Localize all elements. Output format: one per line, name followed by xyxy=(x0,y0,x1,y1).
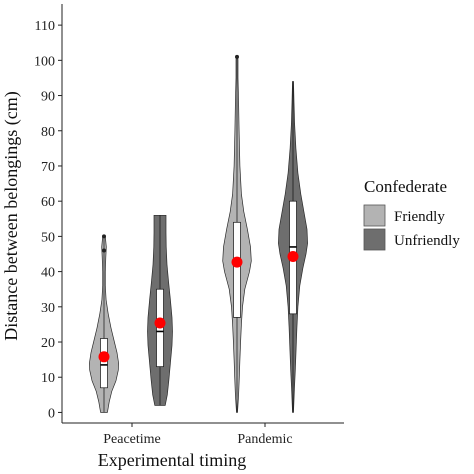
outlier-friendly-pandemic-0 xyxy=(235,54,239,59)
mean-point-unfriendly-peacetime xyxy=(154,317,166,329)
y-tick-label-50: 50 xyxy=(41,230,55,245)
y-tick-label-90: 90 xyxy=(41,90,55,105)
y-tick-label-70: 70 xyxy=(41,160,55,175)
plot-area xyxy=(89,54,308,413)
y-tick-label-10: 10 xyxy=(41,371,55,386)
y-tick-label-40: 40 xyxy=(41,266,55,281)
y-tick-label-110: 110 xyxy=(35,19,55,34)
legend-key-friendly xyxy=(363,204,386,227)
mean-point-unfriendly-pandemic xyxy=(287,250,299,262)
box-friendly-peacetime xyxy=(100,338,108,389)
legend-title: Confederate xyxy=(364,177,447,196)
x-tick-label-peacetime: Peacetime xyxy=(103,432,161,447)
y-axis-title: Distance between belongings (cm) xyxy=(1,91,22,340)
y-tick-label-80: 80 xyxy=(41,125,55,140)
y-tick-label-20: 20 xyxy=(41,336,55,351)
axes: 0 10 20 30 40 50 60 70 80 90 100 110 Peacetime Pandem… xyxy=(34,4,344,447)
outlier-friendly-peacetime-1 xyxy=(102,234,106,239)
outlier-friendly-peacetime-0 xyxy=(102,248,106,253)
y-tick-label-60: 60 xyxy=(41,195,55,210)
mean-point-friendly-pandemic xyxy=(231,256,243,268)
legend-label-unfriendly: Unfriendly xyxy=(394,233,460,249)
mean-point-friendly-peacetime xyxy=(98,351,110,363)
y-tick-label-30: 30 xyxy=(41,301,55,316)
legend-label-friendly: Friendly xyxy=(394,209,445,225)
x-tick-label-pandemic: Pandemic xyxy=(237,432,292,447)
x-axis-title: Experimental timing xyxy=(98,450,246,470)
y-tick-label-0: 0 xyxy=(48,406,55,421)
legend: Confederate Friendly Unfriendly xyxy=(363,177,460,251)
box-friendly-pandemic xyxy=(233,221,241,318)
y-tick-label-100: 100 xyxy=(34,54,55,69)
legend-key-unfriendly xyxy=(363,228,386,251)
